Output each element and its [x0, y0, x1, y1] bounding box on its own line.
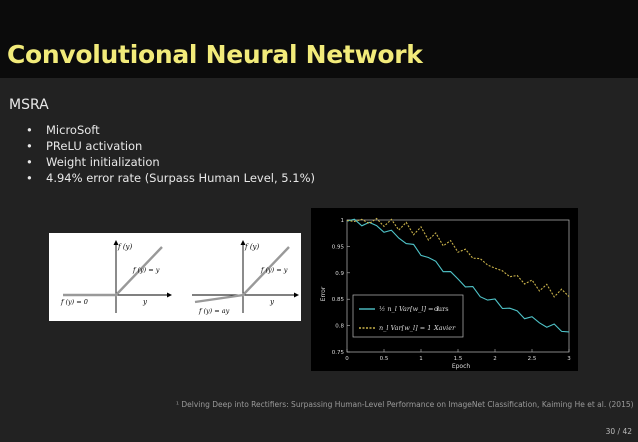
prelu-pos-label: f (y) = y — [260, 266, 288, 274]
prelu-x-arrow — [294, 292, 299, 298]
series-line-ours — [346, 218, 570, 333]
y-tick-label: 0.85 — [332, 297, 345, 303]
chart-ylabel: Error — [320, 286, 327, 301]
bullet-text: PReLU activation — [46, 139, 143, 153]
x-tick-label: 1 — [419, 356, 423, 362]
y-tick-label: 1 — [341, 218, 345, 224]
bullet-text: Weight initialization — [46, 155, 160, 169]
relu-neg-label: f (y) = 0 — [60, 298, 88, 306]
series-line-xavier — [346, 217, 570, 298]
chart-xlabel: Epoch — [452, 363, 471, 370]
bullet-item: • PReLU activation — [26, 138, 315, 154]
bullet-dot: • — [26, 123, 33, 137]
legend-formula-ours: ½ n_l Var[w_l] = 1 — [379, 305, 440, 313]
relu-y-arrow — [113, 240, 119, 245]
slide-title: Convolutional Neural Network — [7, 40, 423, 69]
y-tick-label: 0.8 — [335, 324, 344, 330]
bullet-dot: • — [26, 139, 33, 153]
page-number: 30 / 42 — [605, 427, 632, 436]
bullet-dot: • — [26, 155, 33, 169]
y-tick-label: 0.9 — [335, 271, 344, 277]
bullet-text: 4.94% error rate (Surpass Human Level, 5… — [46, 171, 315, 185]
prelu-axis-y-label: f (y) — [244, 243, 260, 251]
bullet-dot: • — [26, 171, 33, 185]
chart-legend: ½ n_l Var[w_l] = 1 ours n_l Var[w_l] = 1… — [352, 294, 464, 338]
activation-figure-bg — [49, 233, 301, 321]
relu-curve — [63, 246, 163, 297]
relu-x-arrow — [167, 292, 172, 298]
activation-figure: f (y) y f (y) = y f (y) = 0 f (y) y f (y… — [49, 233, 301, 321]
error-chart: 0 0.5 1 1.5 2 2.5 3 0.75 0.8 0.85 0.9 0.95 1 Error E… — [311, 208, 578, 371]
prelu-neg-label: f (y) = ay — [198, 307, 230, 315]
x-tick-label: 0 — [345, 356, 349, 362]
legend-box — [352, 294, 464, 338]
bullet-text: MicroSoft — [46, 123, 100, 137]
relu-axis-y-label: f (y) — [117, 243, 133, 251]
bullet-list: • MicroSoft • PReLU activation • Weight ini… — [26, 122, 315, 186]
legend-name-ours: ours — [434, 305, 449, 313]
x-tick-label: 3 — [567, 356, 571, 362]
legend-formula-xavier: n_l Var[w_l] = 1 — [379, 324, 431, 332]
section-heading: MSRA — [9, 97, 49, 113]
bullet-item: • Weight initialization — [26, 154, 315, 170]
legend-name-xavier: Xavier — [433, 324, 456, 332]
title-bar: Convolutional Neural Network — [0, 0, 638, 78]
x-tick-label: 2 — [493, 356, 497, 362]
prelu-axis-x-label: y — [269, 298, 275, 306]
bullet-item: • MicroSoft — [26, 122, 315, 138]
relu-axis-x-label: y — [142, 298, 148, 306]
chart-background — [311, 208, 578, 371]
relu-pos-label: f (y) = y — [132, 266, 160, 274]
prelu-y-arrow — [240, 240, 246, 245]
chart-lines — [346, 217, 570, 333]
bullet-item: • 4.94% error rate (Surpass Human Level, … — [26, 170, 315, 186]
prelu-curve — [194, 246, 290, 304]
y-tick-label: 0.75 — [332, 350, 345, 356]
chart-ticks: 0 0.5 1 1.5 2 2.5 3 0.75 0.8 0.85 0.9 0.95 1 — [332, 218, 572, 362]
x-tick-label: 1.5 — [454, 356, 463, 362]
x-tick-label: 2.5 — [528, 356, 537, 362]
y-tick-label: 0.95 — [332, 244, 345, 250]
prelu-plot: f (y) y f (y) = y f (y) = ay — [192, 240, 299, 315]
footnote: ¹ Delving Deep into Rectifiers: Surpassi… — [176, 400, 634, 409]
x-tick-label: 0.5 — [380, 356, 389, 362]
relu-plot: f (y) y f (y) = y f (y) = 0 — [60, 240, 172, 313]
